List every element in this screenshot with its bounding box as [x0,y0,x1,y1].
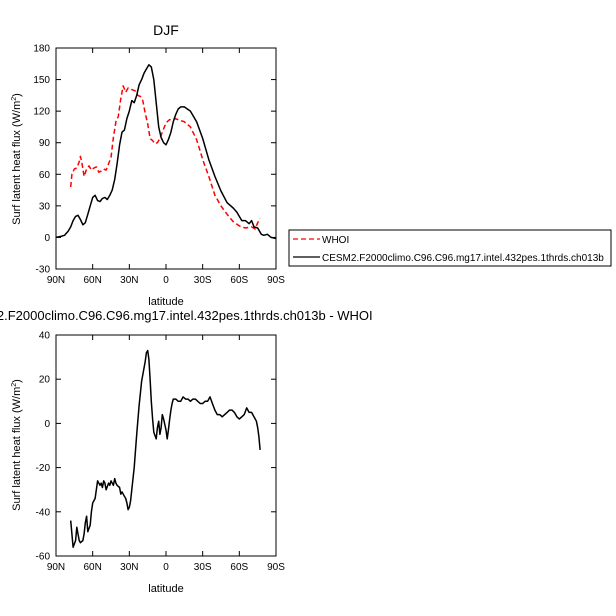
top-chart-y-tick-label: -30 [36,265,51,276]
bottom-chart-y-tick-label: 0 [44,419,50,430]
bottom-chart-y-axis-label-text: Surf latent heat flux (W/m [11,387,23,511]
svg-text:Surf latent heat flux (W/m2): Surf latent heat flux (W/m2) [11,379,23,511]
top-chart-series-line-2 [55,64,277,240]
bottom-chart-y-axis-label-close: ) [11,379,23,383]
top-chart-series [55,64,277,240]
top-chart-x-tick-label: 60N [83,275,101,286]
top-chart-y-axis-label-sup: 2 [11,97,18,101]
top-chart-x-tick-label: 30N [120,275,138,286]
bottom-chart-y-tick-label: -20 [36,463,51,474]
top-chart-y-axis-label-text: Surf latent heat flux (W/m [11,101,23,225]
bottom-chart-x-tick-label: 90N [47,562,65,573]
bottom-chart-series-line-1 [69,349,261,548]
top-chart-title: DJF [153,22,179,38]
top-chart-y-tick-label: 180 [33,44,50,55]
top-chart-y-axis-label-close: ) [11,93,23,97]
bottom-chart-y-axis-label: Surf latent heat flux (W/m2) [11,379,23,511]
top-chart-y-tick-label: 30 [39,201,51,212]
top-chart-y-tick-label: 120 [33,107,50,118]
top-chart-y-tick-label: 60 [39,170,51,181]
top-chart-y-tick-label: 150 [33,75,50,86]
top-chart-legend: WHOI CESM2.F2000climo.C96.C96.mg17.intel… [288,229,612,267]
top-chart-x-tick-label: 30S [194,275,212,286]
top-chart-y-tick-label: 0 [44,233,50,244]
bottom-chart-x-tick-label: 60S [230,562,248,573]
bottom-chart-axes: 90N 60N 30N 0 30S 60S 90S -60 -40 -20 0 20 40 [36,331,286,574]
top-chart-panel: DJF Surf latent heat flux (W/m2) latitud… [11,22,285,308]
bottom-chart-y-tick-label: -60 [36,552,51,563]
top-chart-x-tick-label: 60S [230,275,248,286]
bottom-chart-panel: CESM2.F2000climo.C96.C96.mg17.intel.432p… [0,308,373,595]
bottom-chart-series [69,349,261,548]
top-chart-plot-frame [55,47,277,270]
top-chart-x-tick-label: 90S [267,275,285,286]
bottom-chart-x-axis-label: latitude [148,583,183,595]
legend-box [288,229,612,267]
legend-label-cesm2: CESM2.F2000climo.C96.C96.mg17.intel.432p… [322,253,604,264]
bottom-chart-x-tick-label: 60N [83,562,101,573]
bottom-chart-y-tick-label: -40 [36,507,51,518]
top-chart-x-axis-label: latitude [148,296,183,308]
bottom-chart-x-tick-label: 30S [194,562,212,573]
top-chart-axes: 90N 60N 30N 0 30S 60S 90S -30 0 30 60 90 120 150 180 [33,44,285,287]
top-chart-y-tick-label: 90 [39,138,51,149]
bottom-chart-title: CESM2.F2000climo.C96.C96.mg17.intel.432p… [0,308,373,323]
top-chart-y-axis-label: Surf latent heat flux (W/m2) [11,93,23,225]
svg-text:Surf latent heat flux (W/m2): Surf latent heat flux (W/m2) [11,93,23,225]
top-chart-x-tick-label: 0 [163,275,169,286]
bottom-chart-y-tick-label: 20 [39,375,51,386]
top-chart-series-line-1 [69,85,261,230]
legend-label-whoi: WHOI [322,235,349,246]
top-chart-x-tick-label: 90N [47,275,65,286]
bottom-chart-x-tick-label: 30N [120,562,138,573]
bottom-chart-y-axis-label-sup: 2 [11,383,18,387]
bottom-chart-y-tick-label: 40 [39,331,51,342]
bottom-chart-x-tick-label: 0 [163,562,169,573]
bottom-chart-x-tick-label: 90S [267,562,285,573]
bottom-chart-plot-frame [55,334,277,557]
